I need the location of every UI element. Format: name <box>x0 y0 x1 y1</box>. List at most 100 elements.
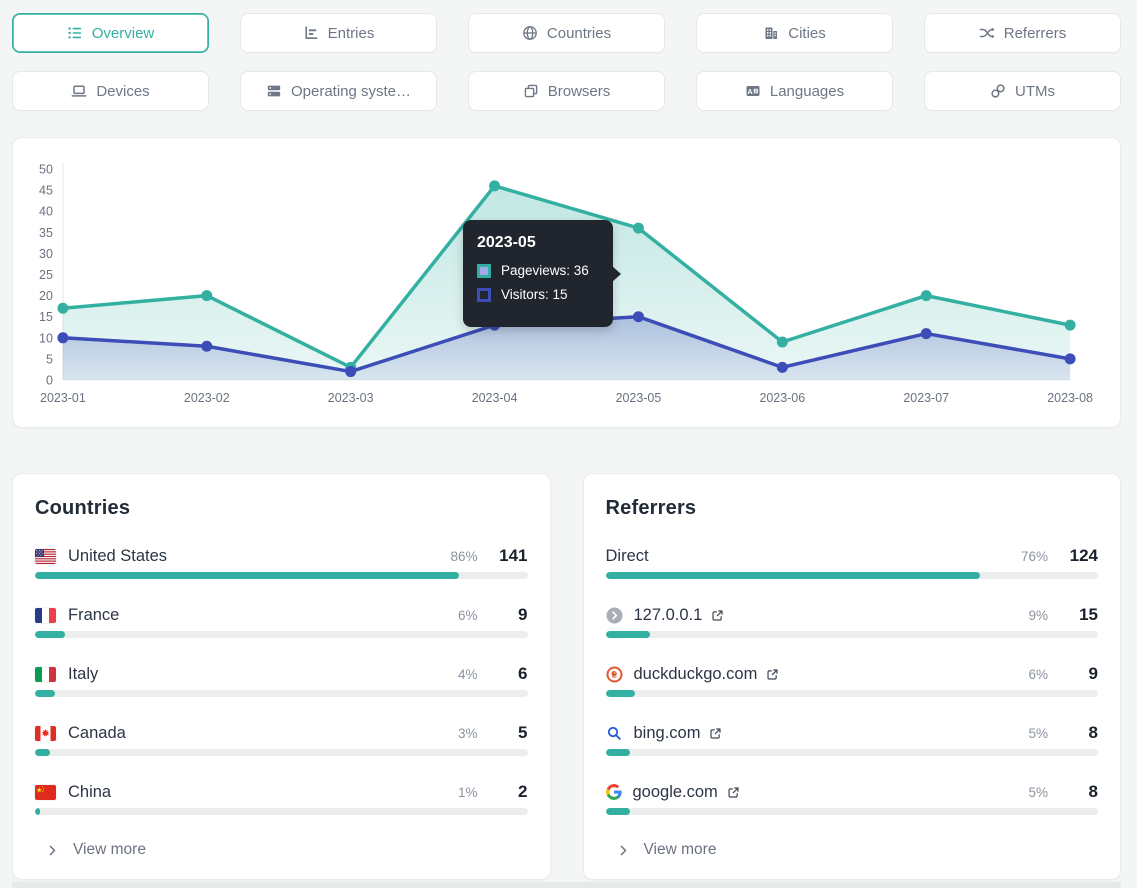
referrer-row: Direct 76% 124 <box>605 544 1098 579</box>
country-name: France <box>68 605 120 624</box>
tab-overview[interactable]: Overview <box>12 13 209 53</box>
progress-track <box>605 572 1098 579</box>
chart-tooltip: 2023-05 Pageviews: 36 Visitors: 15 <box>463 220 621 327</box>
tab-utms[interactable]: UTMs <box>924 71 1121 111</box>
svg-text:25: 25 <box>39 268 53 282</box>
tab-cities[interactable]: Cities <box>696 13 893 53</box>
progress-track <box>35 631 528 638</box>
svg-text:2023-06: 2023-06 <box>759 391 805 405</box>
view-more-button[interactable]: View more <box>35 839 146 861</box>
referrer-name: duckduckgo.com <box>633 664 758 683</box>
count-value: 8 <box>1088 723 1098 742</box>
tab-label: Cities <box>788 24 826 42</box>
svg-text:40: 40 <box>39 205 53 219</box>
tab-label: Entries <box>327 24 375 42</box>
svg-text:2023-08: 2023-08 <box>1047 391 1093 405</box>
tab-label: Referrers <box>1003 24 1067 42</box>
tab-label: Operating syste… <box>290 82 412 100</box>
tab-label: Countries <box>546 24 612 42</box>
progress-track <box>605 690 1098 697</box>
referrer-name: bing.com <box>633 723 701 742</box>
default-favicon-icon <box>606 607 623 624</box>
percent-label: 76% <box>1020 548 1048 564</box>
entries-bar-chart-icon <box>303 25 319 41</box>
referrer-name: Direct <box>605 546 649 565</box>
external-link-icon[interactable] <box>709 727 722 740</box>
percent-label: 1% <box>457 784 478 800</box>
progress-track <box>35 690 528 697</box>
referrer-name: 127.0.0.1 <box>633 605 703 624</box>
percent-label: 5% <box>1028 725 1048 741</box>
flag-us-icon <box>35 548 56 564</box>
svg-text:15: 15 <box>39 310 53 324</box>
percent-label: 6% <box>457 607 478 623</box>
shuffle-icon <box>979 25 995 41</box>
summary-cards: Countries United States 8 6% 141 <box>12 473 1121 880</box>
referrer-row: bing.com 5% 8 <box>605 721 1098 756</box>
count-value: 6 <box>518 664 528 683</box>
progress-fill <box>35 631 65 638</box>
view-more-button[interactable]: View more <box>606 839 716 861</box>
flag-it-icon <box>35 666 56 682</box>
progress-fill <box>35 808 40 815</box>
progress-track <box>35 572 528 579</box>
progress-fill <box>35 572 459 579</box>
svg-text:50: 50 <box>39 162 53 176</box>
flag-fr-icon <box>35 607 56 623</box>
tab-label: UTMs <box>1015 82 1055 100</box>
tab-referrers[interactable]: Referrers <box>924 13 1121 53</box>
card-title: Countries <box>35 497 131 519</box>
tab-label: Browsers <box>547 82 611 100</box>
referrers-card: Referrers Direct 76% 124 127.0.0.1 <box>582 473 1121 880</box>
svg-text:2023-07: 2023-07 <box>903 391 949 405</box>
tooltip-row-visitors: Visitors: 15 <box>477 287 599 302</box>
tab-countries[interactable]: Countries <box>468 13 665 53</box>
country-name: United States <box>68 546 168 565</box>
count-value: 8 <box>1088 782 1098 801</box>
tab-devices[interactable]: Devices <box>12 71 209 111</box>
overview-list-icon <box>67 25 83 41</box>
svg-text:5: 5 <box>46 352 53 366</box>
google-favicon-icon <box>605 784 622 800</box>
tooltip-row-pageviews: Pageviews: 36 <box>477 263 599 278</box>
count-value: 9 <box>1088 664 1098 683</box>
flag-ca-icon <box>35 725 56 741</box>
tab-operating-systems[interactable]: Operating syste… <box>240 71 437 111</box>
country-name: Italy <box>68 664 99 683</box>
traffic-chart-card: 0 5 10 15 20 25 30 35 40 45 50 2023-01 2023-02 2023-0… <box>12 137 1121 428</box>
next-section-edge <box>12 882 1121 888</box>
tab-entries[interactable]: Entries <box>240 13 437 53</box>
external-link-icon[interactable] <box>727 786 740 799</box>
laptop-icon <box>71 83 87 99</box>
tab-label: Languages <box>769 82 845 100</box>
svg-text:10: 10 <box>39 331 53 345</box>
referrer-row: google.com 5% 8 <box>605 780 1098 815</box>
svg-text:0: 0 <box>46 373 53 387</box>
count-value: 5 <box>518 723 528 742</box>
svg-text:45: 45 <box>39 184 53 198</box>
count-value: 141 <box>499 546 528 565</box>
progress-track <box>605 631 1098 638</box>
tab-label: Devices <box>96 82 150 100</box>
svg-text:2: 2 <box>754 89 757 95</box>
percent-label: 5% <box>1028 784 1048 800</box>
svg-text:2023-03: 2023-03 <box>328 391 374 405</box>
referrer-row: 127.0.0.1 9% 15 <box>605 603 1098 638</box>
progress-fill <box>605 631 650 638</box>
external-link-icon[interactable] <box>711 609 724 622</box>
percent-label: 4% <box>457 666 478 682</box>
progress-track <box>35 808 528 815</box>
progress-fill <box>605 808 631 815</box>
progress-track <box>605 749 1098 756</box>
country-row: Italy 4% 6 <box>35 662 528 697</box>
country-name: Canada <box>68 723 126 742</box>
progress-fill <box>35 690 55 697</box>
countries-card: Countries United States 86% 141 <box>12 473 551 880</box>
progress-fill <box>35 749 50 756</box>
svg-text:2023-01: 2023-01 <box>40 391 86 405</box>
tab-browsers[interactable]: Browsers <box>468 71 665 111</box>
external-link-icon[interactable] <box>766 668 779 681</box>
country-row: China 1% 2 <box>35 780 528 815</box>
